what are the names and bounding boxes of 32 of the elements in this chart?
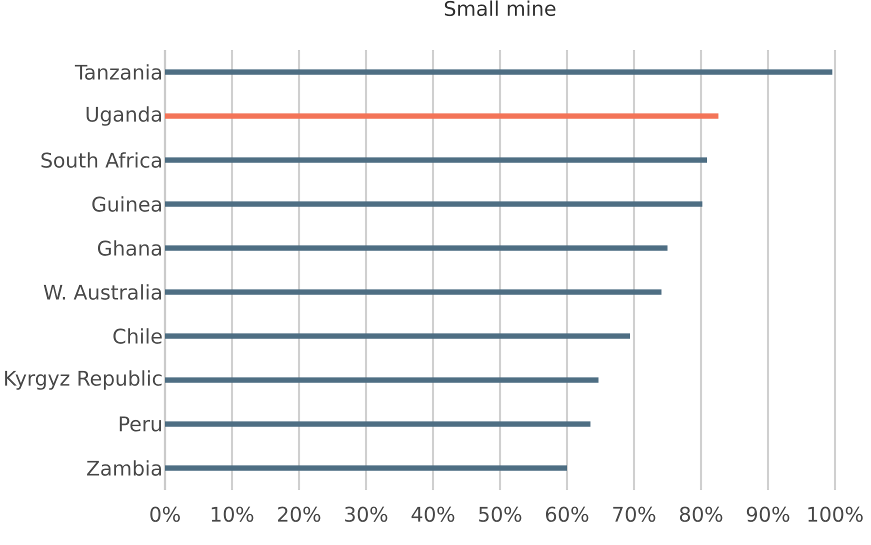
chart-title: Small mine xyxy=(444,0,556,16)
x-tick-label: 30% xyxy=(345,506,388,522)
x-tick-label: 100% xyxy=(808,506,863,522)
x-tick-label: 20% xyxy=(278,506,320,522)
y-tick-label: Zambia xyxy=(87,460,161,476)
x-tick-label: 50% xyxy=(479,506,522,522)
x-tick-label: 60% xyxy=(546,506,588,522)
bar xyxy=(165,465,567,471)
x-tick-label: 10% xyxy=(212,506,254,522)
y-tick-label: W. Australia xyxy=(44,284,161,300)
bar xyxy=(165,377,598,383)
bar xyxy=(165,201,702,207)
bar xyxy=(165,157,708,163)
bar xyxy=(165,113,718,119)
y-tick-label: Uganda xyxy=(86,106,161,126)
y-tick-label: Ghana xyxy=(98,240,161,256)
bar xyxy=(165,289,662,295)
y-tick-label: South Africa xyxy=(42,152,161,168)
x-tick-label: 0% xyxy=(150,506,180,522)
bar xyxy=(165,245,668,251)
bar xyxy=(165,333,630,339)
x-tick-label: 40% xyxy=(412,506,454,522)
y-tick-label: Peru xyxy=(120,416,161,432)
bar xyxy=(165,421,590,427)
y-tick-label: Kyrgyz Republic xyxy=(5,370,162,390)
bar xyxy=(165,69,832,75)
x-tick-label: 70% xyxy=(613,506,656,522)
x-tick-label: 80% xyxy=(680,506,722,522)
y-tick-label: Guinea xyxy=(92,196,161,212)
y-tick-label: Chile xyxy=(113,328,162,344)
x-tick-label: 90% xyxy=(746,506,790,522)
y-tick-label: Tanzania xyxy=(74,64,161,80)
